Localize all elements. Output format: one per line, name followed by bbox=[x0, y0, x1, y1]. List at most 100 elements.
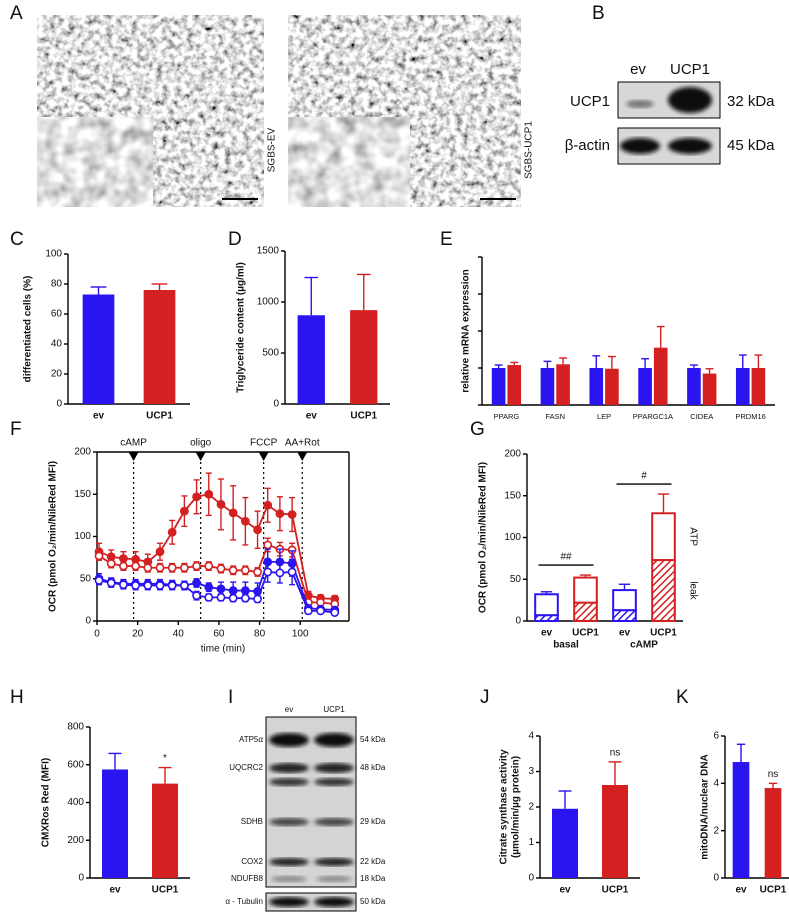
size-label: 22 kDa bbox=[360, 857, 386, 866]
x-tick-label: ev bbox=[306, 411, 318, 422]
bar bbox=[491, 368, 506, 405]
y-axis-label: OCR (pmol O₂/min/NileRed MFI) bbox=[48, 461, 59, 612]
y-tick-label: 3 bbox=[528, 766, 534, 777]
lane-label: ev bbox=[285, 705, 293, 714]
bar bbox=[82, 294, 115, 404]
panel-letter: I bbox=[228, 687, 233, 708]
marker bbox=[287, 510, 297, 519]
size-label: 18 kDa bbox=[360, 874, 386, 883]
marker bbox=[228, 565, 238, 575]
marker bbox=[179, 506, 189, 516]
blot-band bbox=[316, 876, 352, 882]
x-tick-label: ev bbox=[559, 885, 571, 896]
bar bbox=[702, 373, 717, 405]
size-label: 48 kDa bbox=[360, 763, 386, 772]
x-tick-label: ev bbox=[109, 885, 121, 896]
marker bbox=[240, 586, 250, 595]
blot-band bbox=[269, 763, 309, 773]
bar bbox=[102, 769, 128, 878]
marker bbox=[263, 540, 273, 550]
blot-band bbox=[269, 858, 309, 866]
significance: ## bbox=[560, 552, 572, 563]
bar bbox=[589, 368, 604, 405]
y-tick-label: 50 bbox=[80, 573, 92, 584]
x-tick-label: UCP1 bbox=[152, 885, 179, 896]
x-tick-label: FASN bbox=[545, 412, 565, 421]
marker bbox=[167, 563, 177, 573]
panel-letter: G bbox=[470, 419, 485, 440]
marker bbox=[143, 563, 153, 573]
marker bbox=[275, 509, 285, 519]
y-axis-label: OCR (pmol O₂/min/NileRed MFI) bbox=[478, 462, 489, 613]
marker bbox=[204, 592, 214, 602]
y-tick-label: 0 bbox=[56, 399, 62, 410]
x-tick-label: PPARG bbox=[494, 412, 520, 421]
blot-band bbox=[314, 818, 354, 826]
bar-segment bbox=[651, 512, 676, 562]
y-tick-label: 4 bbox=[713, 778, 719, 789]
marker bbox=[330, 608, 340, 617]
significance: * bbox=[163, 753, 167, 764]
marker bbox=[216, 592, 226, 602]
blot-band bbox=[269, 818, 309, 826]
x-tick-label: PPARGC1A bbox=[633, 412, 673, 421]
marker bbox=[204, 561, 214, 571]
x-tick-label: 80 bbox=[254, 629, 266, 640]
y-tick-label: 0 bbox=[713, 873, 719, 884]
event-marker bbox=[297, 452, 308, 461]
lane-label: UCP1 bbox=[323, 705, 345, 714]
blot-band bbox=[626, 100, 654, 108]
marker bbox=[275, 568, 285, 578]
bar bbox=[152, 783, 178, 878]
blot-band bbox=[314, 897, 354, 907]
marker bbox=[155, 581, 165, 590]
marker bbox=[192, 561, 201, 571]
blot-band bbox=[269, 733, 309, 747]
marker bbox=[155, 563, 165, 573]
x-axis-label: time (min) bbox=[201, 644, 245, 655]
event-label: FCCP bbox=[250, 438, 278, 449]
size-label: 32 kDa bbox=[727, 93, 775, 110]
marker bbox=[179, 563, 189, 573]
y-tick-label: 80 bbox=[51, 279, 63, 290]
x-tick-label: ev bbox=[541, 628, 553, 639]
marker bbox=[216, 499, 226, 509]
marker bbox=[253, 567, 262, 577]
event-label: oligo bbox=[190, 438, 212, 449]
significance: ns bbox=[768, 769, 779, 780]
x-tick-label: UCP1 bbox=[650, 628, 677, 639]
blot-band bbox=[269, 778, 309, 786]
bar-segment bbox=[534, 593, 559, 617]
group-label: basal bbox=[553, 640, 579, 651]
x-tick-label: 100 bbox=[292, 629, 309, 640]
panel-letter: B bbox=[592, 3, 605, 24]
y-tick-label: 100 bbox=[45, 249, 62, 260]
y-tick-label: 800 bbox=[67, 722, 84, 733]
bar bbox=[556, 364, 570, 405]
bar bbox=[507, 365, 522, 405]
y-tick-label: 2 bbox=[713, 825, 719, 836]
marker bbox=[216, 584, 226, 594]
blot-band bbox=[668, 138, 712, 154]
panel-letter: J bbox=[480, 687, 490, 708]
micrograph-inset bbox=[287, 116, 411, 208]
bar bbox=[687, 368, 701, 405]
y-tick-label: 1 bbox=[528, 837, 534, 848]
row-label: SDHB bbox=[241, 817, 263, 826]
panel-letter: C bbox=[10, 229, 24, 250]
marker bbox=[167, 527, 177, 537]
y-tick-label: 150 bbox=[74, 489, 91, 500]
y-axis-label: Citrate synthase activity bbox=[499, 749, 510, 864]
y-axis-label: relative mRNA expression bbox=[461, 269, 472, 393]
y-tick-label: 50 bbox=[510, 574, 522, 585]
marker bbox=[119, 580, 128, 590]
series-label: ATP bbox=[687, 527, 698, 546]
marker bbox=[204, 582, 214, 592]
marker bbox=[179, 581, 189, 590]
marker bbox=[119, 561, 128, 571]
row-label: ATP5α bbox=[239, 735, 263, 744]
marker bbox=[287, 567, 297, 577]
marker bbox=[192, 591, 201, 601]
y-tick-label: 0 bbox=[273, 399, 279, 410]
marker bbox=[106, 578, 116, 588]
